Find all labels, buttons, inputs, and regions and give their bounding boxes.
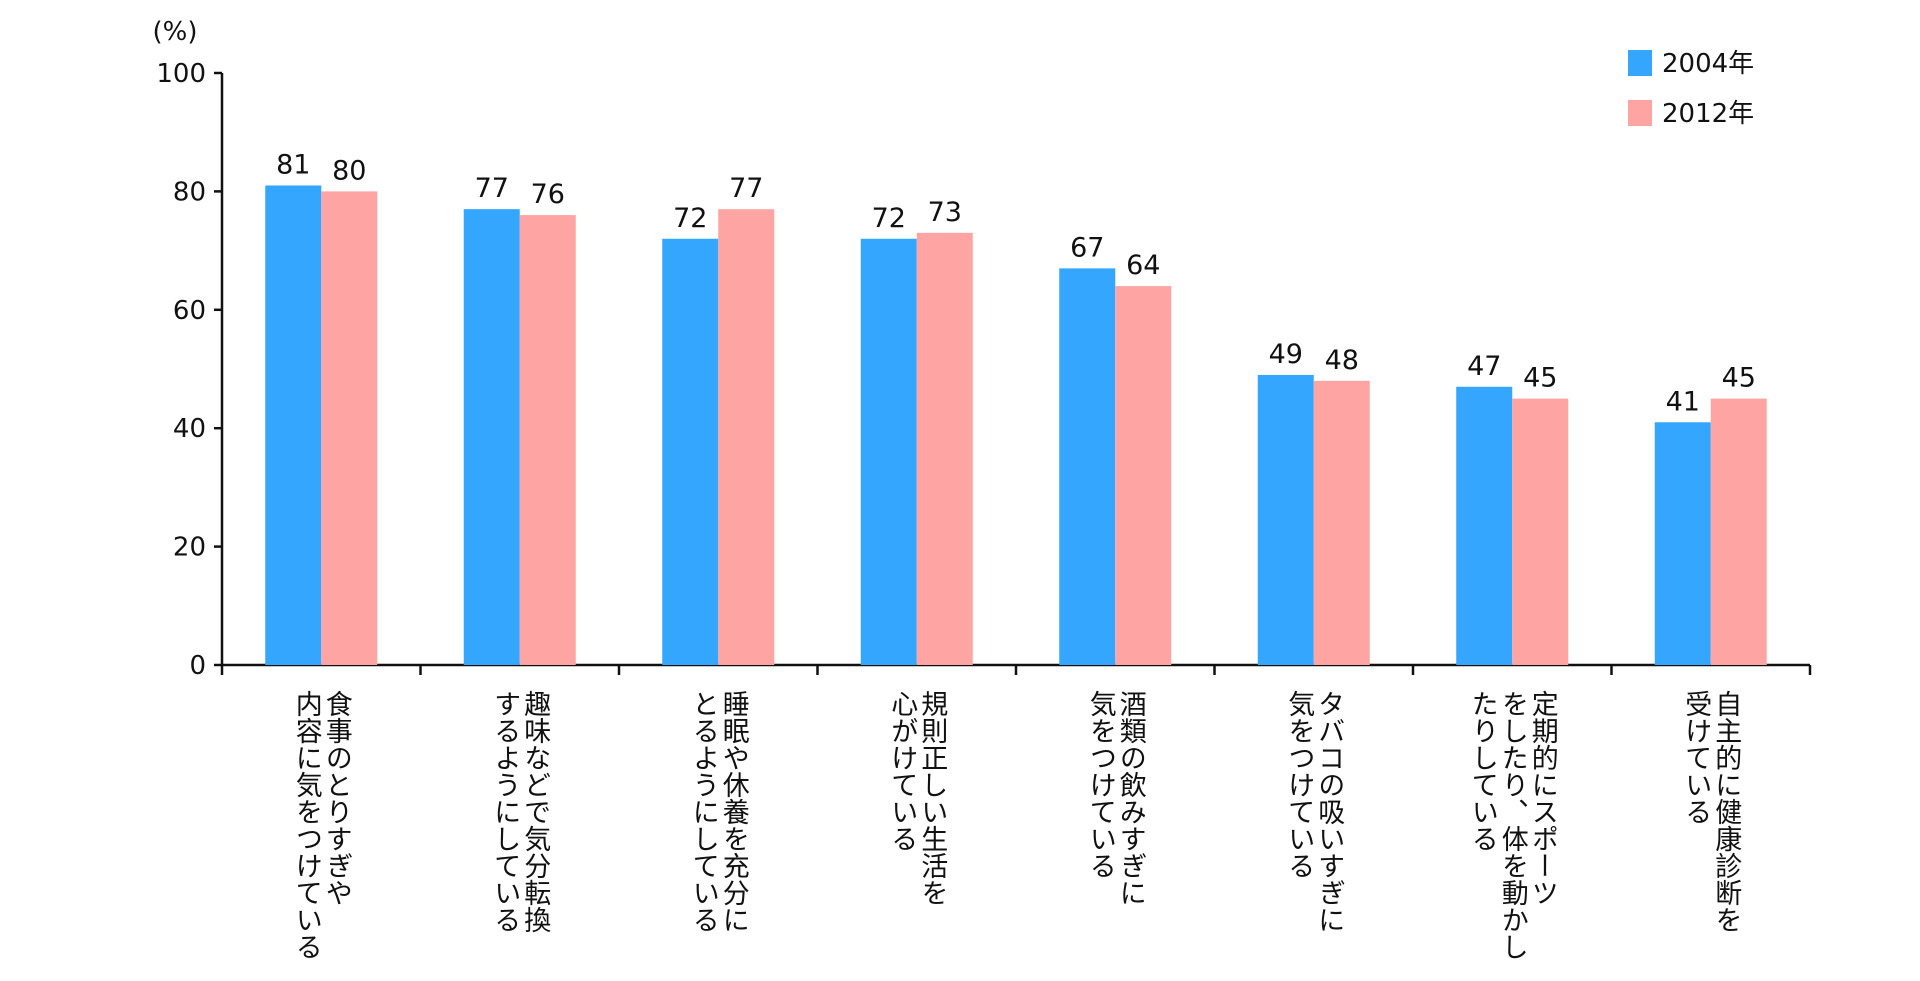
y-axis-unit: (%) [153,17,198,47]
data-label: 77 [475,173,509,204]
category-label: 睡眠や休養を充分に [718,690,750,933]
y-tick-label: 100 [156,59,206,89]
bar-2012 [1710,398,1767,665]
category-label: 食事のとりすぎや [321,690,352,906]
data-label: 45 [1722,363,1756,394]
bars [265,185,1767,666]
category-label: 気をつけている [1283,690,1314,879]
data-label: 73 [928,197,962,228]
bar-2004 [1456,386,1513,665]
bar-2012 [1313,380,1370,665]
bar-2012 [718,209,775,665]
data-label: 72 [673,203,707,234]
bar-2004 [860,238,917,665]
data-label: 45 [1523,363,1557,394]
y-tick-label: 0 [189,651,206,681]
legend: 2004年 2012年 [1628,49,1754,129]
data-label: 80 [332,155,366,186]
data-label: 77 [729,173,763,204]
bar-2012 [916,232,973,665]
category-label: 受けている [1680,690,1711,825]
category-label: とるようにしている [688,690,719,933]
category-label: 趣味などで気分転換 [519,690,551,933]
category-label: 自主的に健康診断を [1710,690,1742,933]
category-label: たりしている [1467,690,1498,852]
bar-2004 [1654,422,1711,665]
y-tick-label: 20 [173,533,206,563]
category-label: 内容に気をつけている [291,690,323,960]
bar-2012 [1115,286,1172,665]
bar-2004 [265,185,322,666]
legend-swatch [1628,100,1652,126]
legend-label: 2004年 [1662,49,1754,79]
data-label: 81 [276,149,310,180]
data-label: 64 [1126,250,1160,281]
data-label: 76 [531,179,565,210]
data-label: 48 [1325,345,1359,376]
category-label: するようにしている [489,690,520,933]
legend-label: 2012年 [1662,99,1754,129]
y-tick-label: 80 [173,177,206,207]
category-label: をしたり、体を動かし [1497,690,1529,960]
bar-2004 [463,209,520,665]
bar-2004 [662,238,719,665]
y-tick-label: 40 [173,414,206,444]
data-label: 41 [1666,386,1700,417]
bar-2004 [1257,374,1314,665]
category-label: 気をつけている [1085,690,1116,879]
data-label: 72 [872,203,906,234]
data-label: 47 [1467,351,1501,382]
legend-swatch [1628,50,1652,76]
data-label: 67 [1070,232,1104,263]
category-label: 規則正しい生活を [916,690,948,906]
category-label: タバコの吸いすぎに [1313,690,1344,933]
bar-2012 [519,215,576,665]
bar-2004 [1059,268,1116,665]
bar-2012 [1512,398,1569,665]
value-labels: 81 80 77 76 72 77 72 73 67 64 49 48 47 45 41 45 [276,149,1756,417]
y-tick-label: 60 [173,296,206,326]
category-label: 心がけている [886,690,917,852]
category-label: 定期的にスポーツ [1527,690,1559,906]
category-label: 酒類の飲みすぎに [1115,690,1147,906]
bar-2012 [321,191,378,665]
data-label: 49 [1269,339,1303,370]
